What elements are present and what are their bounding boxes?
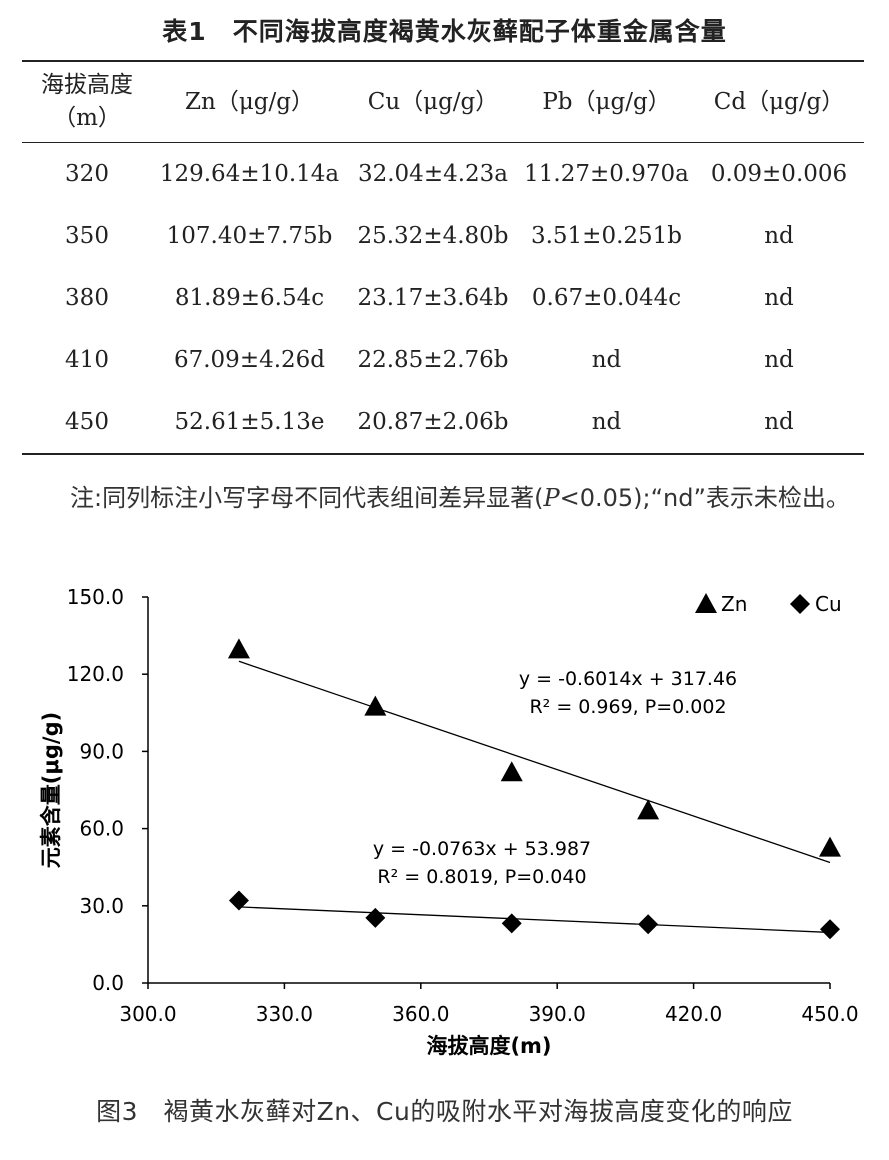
table-cell: nd bbox=[764, 347, 794, 373]
table-header-row: 海拔高度 （m） Zn（μg/g） Cu（μg/g） Pb（μg/g） Cd（μg… bbox=[22, 61, 864, 143]
table-cell: nd bbox=[591, 347, 622, 373]
y-tick-label: 60.0 bbox=[79, 817, 124, 841]
header-zn: Zn（μg/g） bbox=[185, 88, 314, 115]
table-row: 450 52.61±5.13e 20.87±2.06b nd nd bbox=[22, 391, 864, 454]
header-pb: Pb（μg/g） bbox=[542, 88, 671, 115]
data-point-zn bbox=[637, 799, 660, 820]
legend-marker-cu bbox=[790, 594, 810, 614]
data-point-zn bbox=[364, 695, 387, 716]
table-row: 320 129.64±10.14a 32.04±4.23a 11.27±0.970a 0… bbox=[22, 143, 864, 206]
table-row: 410 67.09±4.26d 22.85±2.76b nd nd bbox=[22, 329, 864, 391]
x-tick-label: 300.0 bbox=[119, 1002, 176, 1026]
table-cell: 320 bbox=[65, 161, 109, 187]
table-cell: 0.67±0.044c bbox=[531, 285, 682, 311]
table-note: 注:同列标注小写字母不同代表组间差异显著(P<0.05);“nd”表示未检出。 bbox=[22, 474, 867, 523]
data-point-cu bbox=[228, 890, 249, 911]
x-tick-label: 330.0 bbox=[256, 1002, 313, 1026]
table-cell: nd bbox=[591, 409, 622, 435]
y-tick-label: 120.0 bbox=[67, 662, 124, 686]
table-cell: 3.51±0.251b bbox=[530, 223, 683, 249]
table-row: 350 107.40±7.75b 25.32±4.80b 3.51±0.251b nd bbox=[22, 205, 864, 267]
legend-label-zn: Zn bbox=[721, 592, 747, 616]
table-cell: nd bbox=[764, 223, 794, 249]
y-tick-label: 30.0 bbox=[79, 894, 124, 918]
legend-label-cu: Cu bbox=[815, 592, 842, 616]
table-cell: 67.09±4.26d bbox=[173, 347, 326, 373]
table-cell: 107.40±7.75b bbox=[166, 223, 333, 249]
note-suffix: <0.05);“nd”表示未检出。 bbox=[559, 484, 850, 512]
x-tick-label: 390.0 bbox=[529, 1002, 586, 1026]
table-cell: 11.27±0.970a bbox=[524, 161, 689, 187]
legend-marker-zn bbox=[695, 593, 717, 613]
trend-r2-zn: R² = 0.969, P=0.002 bbox=[529, 696, 726, 718]
note-p: P bbox=[543, 484, 560, 512]
table-cell: 32.04±4.23a bbox=[357, 161, 509, 187]
x-axis-label: 海拔高度(m) bbox=[426, 1034, 551, 1058]
table-cell: 20.87±2.06b bbox=[357, 409, 509, 435]
table-cell: nd bbox=[764, 409, 794, 435]
table-cell: 350 bbox=[65, 223, 109, 249]
x-tick-label: 420.0 bbox=[665, 1002, 722, 1026]
data-point-cu bbox=[820, 919, 840, 940]
table-title: 表1 不同海拔高度褐黄水灰藓配子体重金属含量 bbox=[162, 17, 727, 46]
trendline-zn bbox=[238, 660, 831, 864]
table-cell: 129.64±10.14a bbox=[159, 161, 340, 187]
data-point-cu bbox=[365, 907, 386, 928]
data-point-zn bbox=[500, 761, 523, 782]
header-cu: Cu（μg/g） bbox=[367, 88, 499, 115]
table-cell: 22.85±2.76b bbox=[357, 347, 509, 373]
y-tick-label: 150.0 bbox=[67, 585, 124, 609]
table-cell: 380 bbox=[65, 285, 109, 311]
table-cell: 410 bbox=[65, 347, 109, 373]
table-cell: 52.61±5.13e bbox=[174, 409, 325, 435]
figure-caption: 图3 褐黄水灰藓对Zn、Cu的吸附水平对海拔高度变化的响应 bbox=[96, 1097, 793, 1126]
table-cell: 81.89±6.54c bbox=[174, 285, 325, 311]
trend-equation-zn: y = -0.6014x + 317.46 bbox=[519, 668, 737, 690]
y-axis-label: 元素含量(μg/g) bbox=[39, 712, 63, 868]
note-prefix: 注:同列标注小写字母不同代表组间差异显著( bbox=[70, 484, 544, 512]
trendline-cu bbox=[238, 906, 831, 934]
table-cell: 23.17±3.64b bbox=[357, 285, 509, 311]
table-cell: 25.32±4.80b bbox=[357, 223, 509, 249]
x-tick-label: 450.0 bbox=[801, 1002, 858, 1026]
trend-r2-cu: R² = 0.8019, P=0.040 bbox=[377, 866, 586, 888]
table-cell: 0.09±0.006 bbox=[710, 161, 848, 187]
data-point-zn bbox=[227, 638, 250, 659]
data-point-cu bbox=[638, 914, 659, 935]
table-cell: 450 bbox=[65, 409, 109, 435]
data-point-zn bbox=[819, 836, 841, 857]
table-cell: nd bbox=[764, 285, 794, 311]
trend-equation-cu: y = -0.0763x + 53.987 bbox=[373, 838, 591, 860]
header-cd: Cd（μg/g） bbox=[713, 88, 845, 115]
header-altitude: 海拔高度 （m） bbox=[41, 72, 133, 131]
metal-content-table: 海拔高度 （m） Zn（μg/g） Cu（μg/g） Pb（μg/g） Cd（μg… bbox=[22, 60, 864, 455]
x-tick-label: 360.0 bbox=[392, 1002, 449, 1026]
table-row: 380 81.89±6.54c 23.17±3.64b 0.67±0.044c nd bbox=[22, 267, 864, 329]
data-point-cu bbox=[501, 913, 522, 934]
y-tick-label: 0.0 bbox=[92, 971, 124, 995]
y-tick-label: 90.0 bbox=[79, 739, 124, 763]
altitude-scatter-chart: 0.0 30.0 60.0 90.0 120.0 150.0 300.0 330.0 360.0… bbox=[39, 585, 859, 1058]
